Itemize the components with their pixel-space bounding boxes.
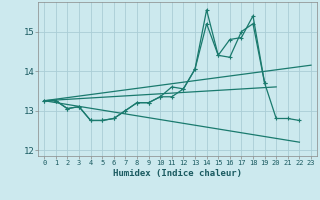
X-axis label: Humidex (Indice chaleur): Humidex (Indice chaleur) — [113, 169, 242, 178]
